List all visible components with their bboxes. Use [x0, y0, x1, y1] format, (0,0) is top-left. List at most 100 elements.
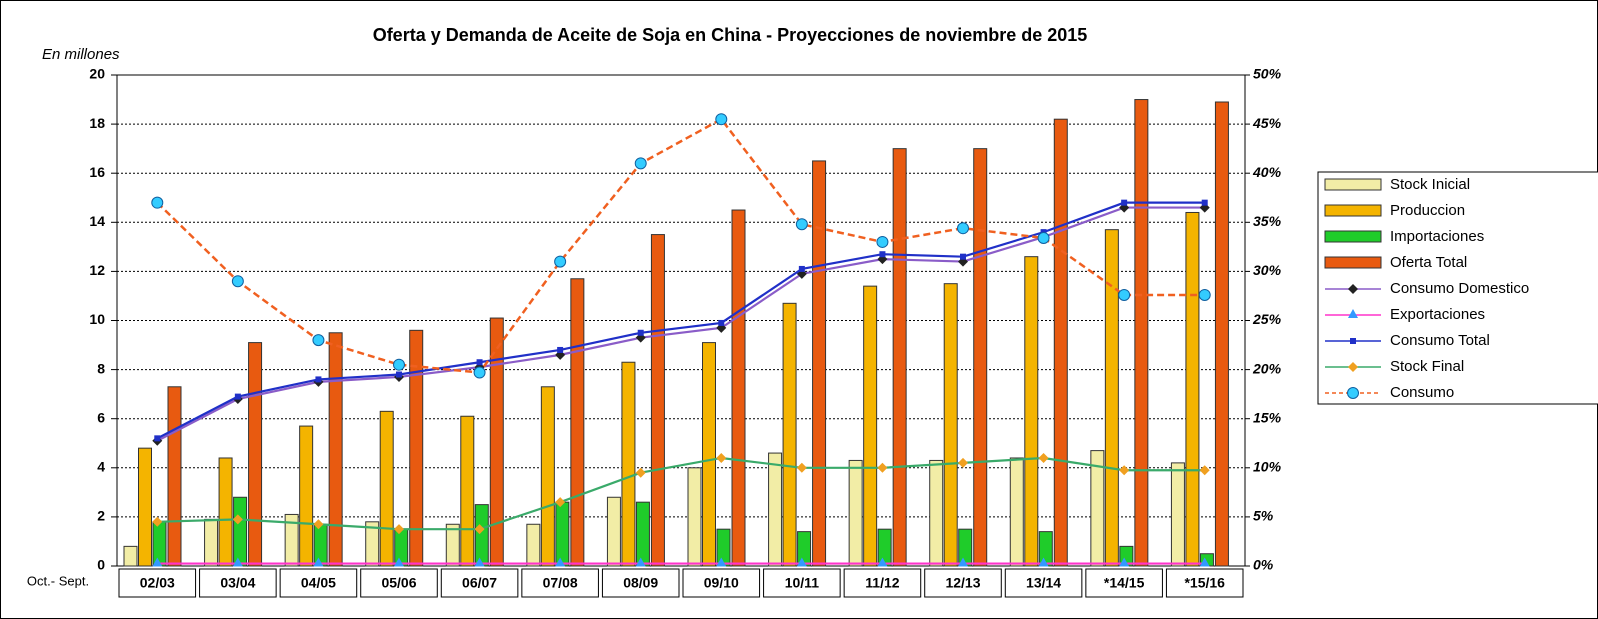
marker	[555, 497, 566, 508]
marker	[876, 235, 889, 248]
bar	[138, 447, 152, 567]
marker	[474, 557, 485, 567]
bar	[687, 467, 702, 567]
marker	[796, 557, 807, 567]
y-tick-label: 20	[89, 66, 105, 82]
marker	[313, 557, 324, 567]
bar	[328, 332, 343, 567]
bar	[218, 457, 233, 567]
x-tick-label: 13/14	[1026, 575, 1061, 591]
marker	[796, 462, 807, 473]
category-box	[682, 568, 761, 598]
y-tick-label: 14	[89, 213, 105, 229]
marker	[958, 457, 968, 468]
category-box	[763, 568, 841, 598]
bar	[877, 528, 892, 567]
x-tick-label: *15/16	[1184, 575, 1225, 591]
x-tick-label: 09/10	[704, 575, 739, 591]
bar	[1170, 462, 1185, 567]
y-tick-label: 6	[97, 409, 105, 425]
x-axis-label: Oct.- Sept.	[27, 573, 89, 588]
legend-label: Stock Final	[1390, 358, 1464, 375]
marker	[396, 371, 402, 378]
bar	[474, 504, 489, 567]
marker	[232, 514, 243, 525]
marker	[1201, 199, 1208, 206]
x-tick-label: 02/03	[140, 575, 175, 591]
marker	[557, 346, 564, 353]
legend-swatch	[1324, 204, 1382, 217]
marker	[1348, 309, 1358, 318]
bar	[973, 148, 988, 567]
bar	[650, 234, 665, 567]
marker	[313, 519, 324, 530]
y2-tick-label: 30%	[1253, 262, 1282, 278]
legend-swatch	[1324, 178, 1382, 191]
category-box	[521, 568, 599, 598]
y-tick-label: 8	[97, 360, 105, 376]
marker	[635, 467, 646, 478]
y-tick-label: 2	[97, 508, 105, 524]
marker	[960, 253, 966, 260]
marker	[1119, 465, 1130, 476]
bar	[1009, 457, 1024, 567]
bar	[1024, 256, 1039, 567]
y2-tick-label: 45%	[1252, 115, 1282, 131]
marker	[231, 275, 244, 288]
bar	[797, 531, 812, 567]
y2-tick-label: 20%	[1252, 360, 1282, 376]
marker	[476, 359, 483, 366]
bar	[1090, 450, 1105, 567]
category-box	[279, 568, 358, 598]
marker	[798, 265, 805, 272]
bar	[409, 329, 424, 567]
legend-label: Stock Inicial	[1390, 176, 1470, 193]
bar	[621, 361, 636, 567]
category-box	[1004, 568, 1083, 598]
legend-label: Produccion	[1390, 202, 1465, 219]
bar	[1104, 229, 1119, 567]
y2-tick-label: 0%	[1253, 557, 1274, 573]
marker	[634, 157, 647, 170]
bar	[812, 160, 827, 567]
x-tick-label: 03/04	[220, 575, 255, 591]
bar	[204, 518, 219, 567]
marker	[957, 222, 969, 235]
marker	[877, 462, 888, 473]
x-tick-label: 10/11	[785, 575, 819, 591]
marker	[1118, 288, 1131, 301]
legend-label: Consumo Domestico	[1390, 280, 1529, 297]
category-box	[440, 568, 519, 598]
bar	[365, 521, 380, 567]
y2-tick-label: 5%	[1253, 508, 1274, 524]
marker	[877, 557, 888, 567]
marker	[315, 376, 322, 383]
bar	[167, 386, 182, 567]
bar	[123, 545, 138, 567]
marker	[154, 435, 161, 442]
bar	[929, 459, 944, 567]
bar	[1053, 118, 1068, 567]
marker	[1037, 232, 1050, 245]
bar	[702, 342, 716, 567]
line	[156, 206, 1205, 442]
bar	[731, 209, 746, 567]
legend-label: Exportaciones	[1390, 306, 1485, 323]
bar	[540, 386, 555, 567]
line	[157, 456, 1205, 531]
legend-swatch	[1324, 256, 1382, 269]
y2-tick-label: 40%	[1252, 164, 1282, 180]
legend-label: Importaciones	[1390, 228, 1484, 245]
y-tick-label: 4	[97, 459, 105, 475]
bar	[943, 283, 958, 567]
marker	[393, 358, 405, 371]
marker	[232, 557, 243, 567]
x-tick-label: 06/07	[462, 575, 497, 591]
bar	[445, 523, 460, 567]
bar	[606, 496, 621, 567]
legend-label: Consumo Total	[1390, 332, 1490, 349]
y-tick-label: 16	[89, 164, 105, 180]
marker	[718, 319, 725, 326]
marker	[234, 393, 241, 400]
